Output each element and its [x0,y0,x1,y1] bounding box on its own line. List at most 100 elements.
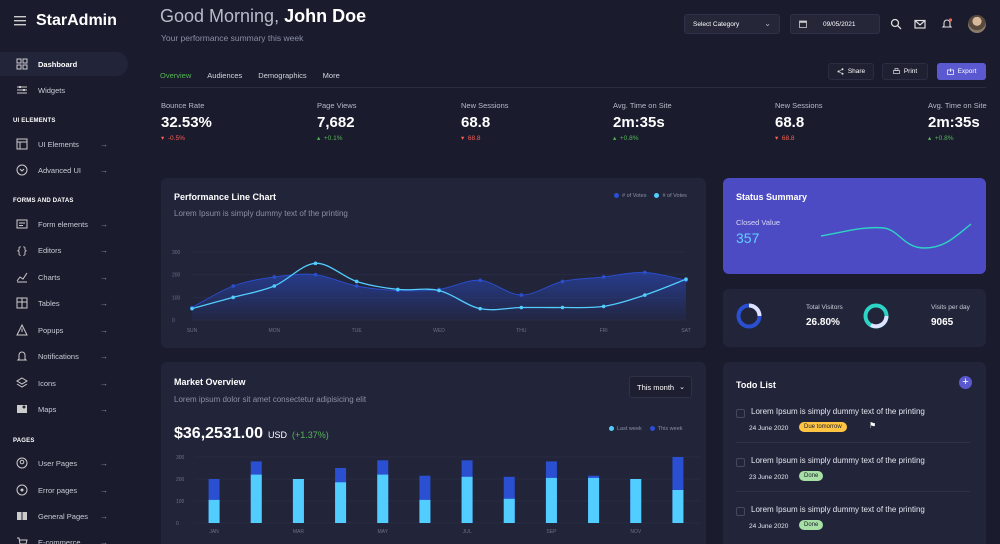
data-point [560,279,565,284]
sidebar-item-error-pages[interactable]: Error pages → [0,478,128,502]
legend-item: # of Votes [654,193,687,199]
market-currency: USD [267,430,287,440]
sidebar-item-dashboard[interactable]: Dashboard [0,52,128,76]
sidebar-item-popups[interactable]: Popups → [0,318,128,342]
stat-avg-time-on-site: Avg. Time on Site 2m:35s ▴ +0.8% [928,101,987,142]
x-tick-label: MAR [293,529,305,535]
sidebar-item-label: Notifications [38,351,79,361]
arrow-right-icon: → [100,272,108,282]
stat-bounce-rate: Bounce Rate 32.53% ▾ -0.5% [161,101,212,142]
sidebar-item-notifications[interactable]: Notifications → [0,344,128,368]
sidebar-item-general-pages[interactable]: General Pages → [0,504,128,528]
arrow-right-icon: → [100,351,108,361]
plus-icon: + [962,376,969,388]
arrow-down-icon: ▾ [461,135,465,142]
bar-this-week [588,477,600,523]
print-button[interactable]: Print [882,63,928,80]
market-subtitle: Lorem ipsum dolor sit amet consectetur a… [174,395,367,404]
tab-demographics[interactable]: Demographics [258,71,307,80]
tab-overview[interactable]: Overview [160,71,192,80]
braces-icon: {} [16,246,28,256]
market-change: (+1.37%) [292,430,329,440]
y-tick-label: 0 [172,318,175,324]
y-tick-label: 0 [176,521,179,527]
sidebar-item-icons[interactable]: Icons → [0,371,128,395]
todo-checkbox[interactable] [736,458,745,467]
arrow-up-icon: ▴ [928,135,932,142]
todo-text: Lorem Ipsum is simply dummy text of the … [751,407,925,416]
tab-more[interactable]: More [322,71,340,80]
todo-checkbox[interactable] [736,409,745,418]
x-tick-label: TUE [352,328,363,334]
sidebar-item-form-elements[interactable]: Form elements → [0,212,128,236]
data-point [354,279,359,284]
data-point [643,270,647,275]
data-point [478,278,482,283]
todo-title: Todo List [736,380,776,390]
hamburger-icon[interactable] [14,16,26,26]
data-point [313,261,318,266]
bar-this-week [335,482,347,523]
svg-text:{}: {} [16,246,28,256]
bar-this-week [208,499,220,523]
user-avatar[interactable] [968,15,986,33]
bar-this-week [461,476,473,523]
sidebar-item-e-commerce[interactable]: E-commerce → [0,530,128,544]
x-tick-label: SAT [681,328,690,334]
export-button[interactable]: Export [937,63,986,80]
category-select[interactable]: Select Category ⌄ [684,14,780,34]
sidebar-item-label: Form elements [38,219,89,229]
todo-date: 24 June 2020 [749,425,789,432]
data-point [601,275,606,279]
sidebar-item-charts[interactable]: Charts → [0,265,128,289]
sidebar-item-label: Widgets [38,85,66,95]
add-todo-button[interactable]: + [959,376,972,389]
data-point [313,272,318,277]
sidebar-section-heading: FORMS AND DATAS [13,198,74,204]
data-point [354,284,359,288]
sidebar-item-ui-elements[interactable]: UI Elements → [0,132,128,156]
sidebar-item-label: Maps [38,404,57,414]
period-select[interactable]: This month ⌄ [629,376,692,398]
sidebar-item-maps[interactable]: Maps → [0,397,128,421]
stat-value: 32.53% [161,114,212,131]
data-point [437,288,441,293]
date-picker[interactable]: 09/05/2021 [790,14,880,34]
data-point [684,277,688,281]
stat-change: ▾ 68.8 [775,135,795,142]
sidebar-item-tables[interactable]: Tables → [0,291,128,315]
share-button[interactable]: Share [828,63,874,80]
todo-date: 23 June 2020 [749,474,789,481]
search-icon[interactable] [890,18,902,30]
brand-logo[interactable]: StarAdmin [36,12,117,29]
sidebar-section-heading: PAGES [13,438,35,444]
header-subtitle: Your performance summary this week [161,33,304,43]
y-tick-label: 300 [176,455,185,461]
sidebar-item-label: E-commerce [38,537,81,544]
tab-audiences[interactable]: Audiences [207,71,243,80]
visits-donut [863,303,889,329]
arrow-right-icon: → [100,219,108,229]
sidebar-item-advanced-ui[interactable]: Advanced UI → [0,158,128,182]
user-icon [16,457,28,469]
sidebar-section-heading: UI ELEMENTS [13,118,56,124]
todo-checkbox[interactable] [736,507,745,516]
sidebar-item-user-pages[interactable]: User Pages → [0,451,128,475]
legend-item: This week [649,426,683,432]
visits-value: 9065 [931,317,954,328]
bell-icon[interactable] [941,18,953,30]
todo-divider [736,491,970,492]
stat-label: Page Views [317,101,357,110]
todo-card [723,362,986,544]
y-tick-label: 300 [172,250,181,256]
bar-this-week [672,490,684,523]
arrow-right-icon: → [100,378,108,388]
sidebar-item-editors[interactable]: {} Editors → [0,238,128,262]
status-summary-title: Status Summary [736,192,808,202]
mail-icon[interactable] [914,18,926,30]
total-visitors-label: Total Visitors [806,304,843,311]
sidebar-item-widgets[interactable]: Widgets [0,78,128,102]
stat-value: 68.8 [461,114,491,131]
map-icon [17,405,27,413]
error-icon [16,484,28,496]
